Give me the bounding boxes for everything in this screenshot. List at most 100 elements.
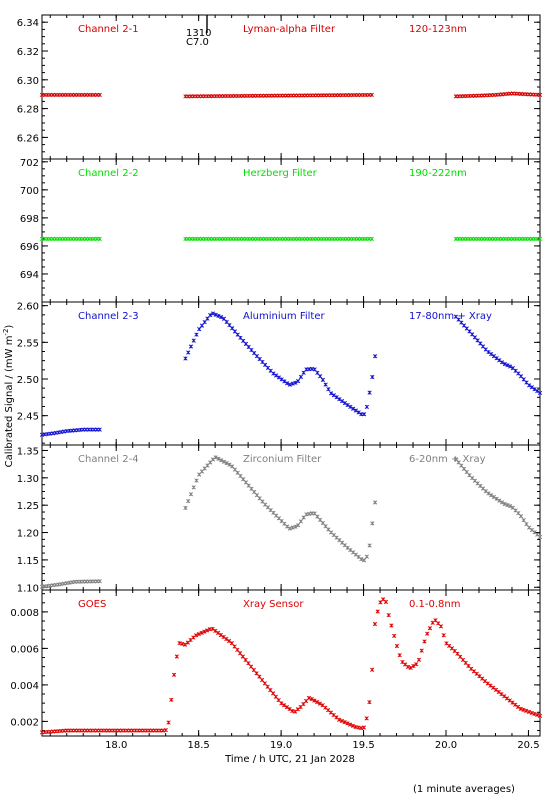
data-point (524, 522, 529, 527)
data-point (279, 701, 284, 706)
data-point (285, 381, 290, 386)
data-point (389, 623, 394, 628)
data-point (309, 696, 314, 702)
y-tick-label: 2.55 (17, 338, 39, 349)
data-point (383, 599, 389, 605)
data-point (204, 628, 210, 633)
data-point (293, 380, 298, 385)
data-point (508, 503, 513, 509)
y-tick-label: 2.50 (17, 375, 39, 386)
y-tick-label: 0.004 (10, 681, 39, 692)
data-point (364, 554, 369, 559)
panel-label: Channel 2-3 (78, 311, 139, 322)
data-series (453, 314, 543, 396)
data-point (232, 644, 237, 649)
panel-5: 0.002 0.004 0.006 0.008 18.0 18.5 19.0 19.5 20.0… (10, 589, 543, 751)
data-point (524, 708, 529, 713)
data-point (375, 609, 380, 614)
y-tick-label: 1.20 (17, 529, 39, 540)
panel-frame (41, 14, 541, 160)
panel-frame (41, 589, 541, 737)
data-point (296, 378, 301, 384)
data-point (499, 500, 505, 505)
data-point (537, 236, 543, 242)
data-point (505, 363, 510, 368)
data-point (251, 667, 256, 673)
data-point (196, 631, 201, 637)
data-point (171, 672, 177, 677)
data-point (337, 397, 342, 402)
data-point (369, 236, 374, 242)
data-point (287, 382, 293, 387)
panel-label: GOES (78, 599, 106, 610)
panel-label: 120-123nm (409, 24, 467, 35)
flare-marker-class: C7.0 (186, 37, 209, 48)
y-axis-title-end: ) (4, 325, 15, 329)
data-point (199, 323, 205, 328)
data-point (199, 630, 204, 635)
data-point (340, 399, 345, 404)
data-series (453, 236, 543, 242)
panel-frame (41, 158, 541, 303)
y-tick-label: 6.26 (17, 133, 39, 144)
data-point (182, 642, 188, 647)
data-point (397, 653, 402, 658)
y-tick-label: 702 (20, 158, 39, 169)
data-point (298, 519, 304, 524)
y-tick-label: 6.34 (17, 18, 39, 29)
data-point (285, 524, 290, 529)
data-point (259, 677, 265, 683)
data-point (183, 356, 188, 361)
data-point (361, 558, 367, 563)
y-tick-label: 2.60 (17, 302, 39, 313)
panel-label: Lyman-alpha Filter (243, 24, 336, 35)
data-point (257, 674, 262, 679)
data-point (306, 695, 312, 701)
data-point (97, 236, 102, 242)
data-point (323, 382, 328, 387)
data-point (537, 92, 543, 98)
data-point (372, 354, 378, 359)
data-point (339, 718, 345, 724)
y-tick-label: 1.30 (17, 474, 39, 485)
y-tick-label: 1.10 (17, 583, 39, 594)
data-point (287, 706, 292, 712)
data-point (186, 498, 191, 504)
data-point (210, 311, 216, 316)
y-tick-label: 1.35 (17, 446, 39, 457)
data-point (298, 374, 304, 380)
data-point (312, 698, 317, 703)
data-point (416, 657, 422, 662)
data-point (494, 496, 499, 501)
data-series (453, 91, 543, 99)
panel-label: Channel 2-1 (78, 24, 139, 35)
data-point (345, 402, 350, 408)
data-point (497, 358, 502, 363)
data-point (370, 521, 375, 526)
data-point (494, 356, 499, 361)
data-point (194, 332, 199, 337)
y-tick-label: 6.32 (17, 47, 39, 58)
data-point (532, 387, 537, 392)
data-point (367, 700, 372, 705)
data-point (268, 687, 273, 693)
data-series (183, 236, 374, 242)
data-point (317, 701, 323, 706)
panel-label: 0.1-0.8nm (409, 599, 461, 610)
data-point (537, 713, 543, 719)
data-point (486, 491, 491, 496)
y-tick-label: 6.30 (17, 76, 39, 87)
data-point (315, 370, 320, 375)
data-point (535, 712, 540, 718)
data-point (491, 494, 496, 500)
data-point (405, 664, 411, 670)
x-tick-label: 20.0 (435, 740, 457, 751)
y-tick-label: 0.008 (10, 608, 39, 619)
data-point (505, 502, 510, 508)
data-point (356, 410, 361, 415)
data-point (441, 633, 446, 638)
data-point (342, 720, 347, 725)
y-tick-label: 700 (20, 186, 39, 197)
data-point (213, 455, 218, 460)
data-point (438, 624, 444, 629)
